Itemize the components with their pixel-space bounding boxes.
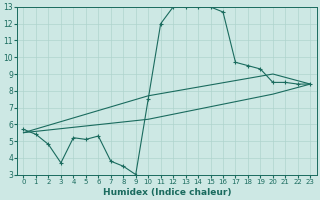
X-axis label: Humidex (Indice chaleur): Humidex (Indice chaleur)	[103, 188, 231, 197]
